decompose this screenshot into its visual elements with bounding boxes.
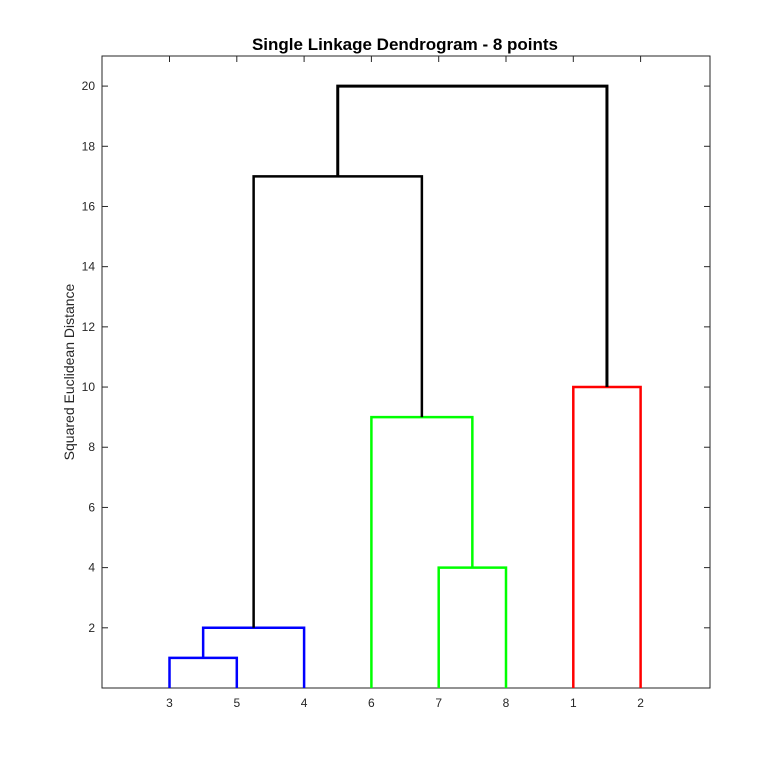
dendrogram-link bbox=[370, 415, 474, 688]
leaf-label: 7 bbox=[435, 696, 442, 710]
leaf-label: 4 bbox=[301, 696, 308, 710]
leaf-label: 1 bbox=[570, 696, 577, 710]
y-tick-label: 4 bbox=[88, 561, 95, 575]
dendrogram-link bbox=[336, 84, 609, 388]
leaf-label: 8 bbox=[503, 696, 510, 710]
y-tick-label: 18 bbox=[82, 139, 96, 153]
leaf-label: 6 bbox=[368, 696, 375, 710]
y-tick-label: 6 bbox=[88, 500, 95, 514]
leaf-label: 5 bbox=[233, 696, 240, 710]
leaf-label: 3 bbox=[166, 696, 173, 710]
dendrogram-link bbox=[168, 656, 239, 688]
dendrogram-link bbox=[201, 626, 306, 688]
leaf-label: 2 bbox=[637, 696, 644, 710]
y-tick-label: 10 bbox=[82, 380, 96, 394]
dendrogram-link bbox=[437, 566, 508, 688]
dendrogram-links bbox=[168, 84, 642, 688]
y-axis-label: Squared Euclidean Distance bbox=[61, 283, 77, 460]
y-tick-label: 20 bbox=[82, 79, 96, 93]
y-tick-label: 8 bbox=[88, 440, 95, 454]
y-tick-label: 14 bbox=[82, 260, 96, 274]
dendrogram-link bbox=[252, 175, 424, 628]
y-tick-label: 16 bbox=[82, 199, 96, 213]
y-tick-label: 12 bbox=[82, 320, 96, 334]
chart-title: Single Linkage Dendrogram - 8 points bbox=[252, 35, 558, 54]
dendrogram-link bbox=[572, 385, 642, 688]
y-tick-label: 2 bbox=[88, 621, 95, 635]
plot-area-frame bbox=[101, 55, 711, 689]
